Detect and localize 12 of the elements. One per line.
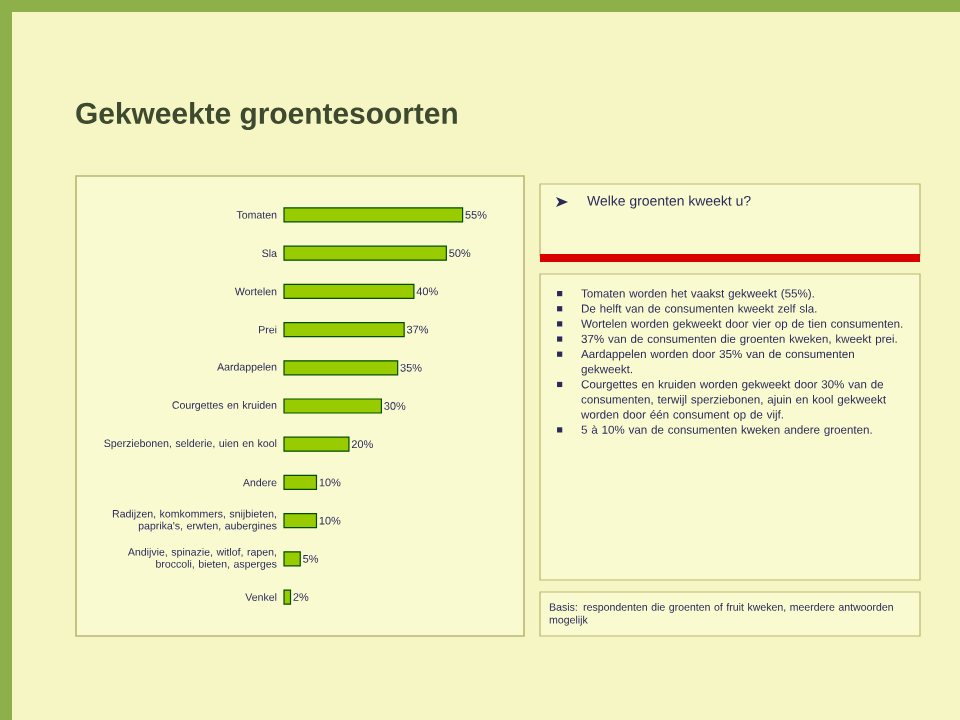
bar bbox=[283, 207, 464, 223]
bar bbox=[283, 245, 447, 261]
bar bbox=[283, 398, 383, 414]
bar bbox=[283, 436, 350, 452]
bar bbox=[283, 474, 318, 491]
bar bbox=[283, 321, 405, 338]
chart-title: Gekweekte groentesoorten bbox=[76, 102, 457, 131]
bar bbox=[283, 360, 399, 376]
bar bbox=[283, 283, 415, 299]
bar bbox=[283, 551, 301, 567]
bar bbox=[283, 589, 292, 605]
bar bbox=[283, 513, 318, 529]
